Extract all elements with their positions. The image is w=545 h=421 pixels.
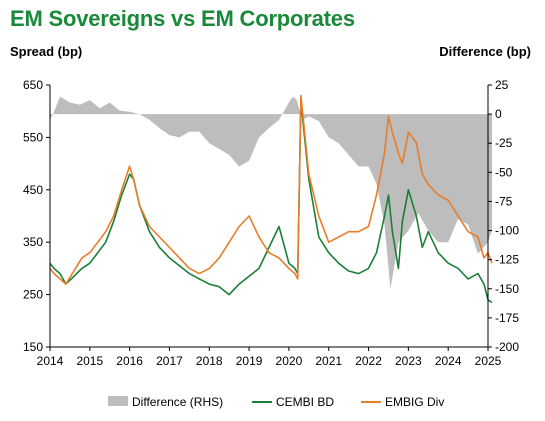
y-left-tick-label: 450 [23, 183, 43, 197]
y-right-tick-label: -75 [495, 194, 513, 208]
x-tick-label: 2024 [435, 354, 462, 368]
y-left-tick-label: 250 [23, 288, 43, 302]
y-right-tick-label: -150 [495, 282, 519, 296]
line-layer [49, 94, 493, 304]
x-tick-label: 2016 [116, 354, 143, 368]
series-embig-div-line [49, 94, 493, 285]
y-left-tick-label: 650 [23, 78, 43, 92]
legend-swatch-difference-rhs [108, 396, 128, 406]
y-right-tick-label: 0 [495, 107, 502, 121]
series-difference-area [50, 96, 492, 289]
x-tick-label: 2019 [236, 354, 263, 368]
x-tick-label: 2025 [475, 354, 502, 368]
y-left-tick-label: 350 [23, 235, 43, 249]
y-axis-right-label: Difference (bp) [439, 44, 531, 59]
x-tick-label: 2017 [156, 354, 183, 368]
y-right-tick-label: -25 [495, 136, 513, 150]
legend-label-difference-rhs: Difference (RHS) [132, 395, 223, 409]
series-cembi-bd-line [49, 99, 493, 304]
x-tick-label: 2022 [355, 354, 382, 368]
legend-label-cembi-bd: CEMBI BD [276, 395, 334, 409]
y-left-tick-label: 150 [23, 340, 43, 354]
axes-layer: 650550450350250150250-25-50-75-100-125-1… [23, 78, 519, 368]
x-tick-label: 2015 [76, 354, 103, 368]
x-tick-label: 2021 [315, 354, 342, 368]
legend: Difference (RHS) CEMBI BD EMBIG Div [108, 395, 444, 409]
y-axis-left-label: Spread (bp) [10, 44, 83, 59]
chart-title: EM Sovereigns vs EM Corporates [10, 6, 355, 31]
y-right-tick-label: -100 [495, 224, 519, 238]
y-right-tick-label: -200 [495, 340, 519, 354]
x-tick-label: 2014 [37, 354, 64, 368]
difference-area-layer [50, 96, 492, 289]
y-right-tick-label: -175 [495, 311, 519, 325]
y-right-tick-label: -125 [495, 253, 519, 267]
legend-label-embig-div: EMBIG Div [385, 395, 444, 409]
x-tick-label: 2018 [196, 354, 223, 368]
y-left-tick-label: 550 [23, 130, 43, 144]
y-right-tick-label: -50 [495, 165, 513, 179]
x-tick-label: 2020 [276, 354, 303, 368]
y-right-tick-label: 25 [495, 78, 509, 92]
x-tick-label: 2023 [395, 354, 422, 368]
